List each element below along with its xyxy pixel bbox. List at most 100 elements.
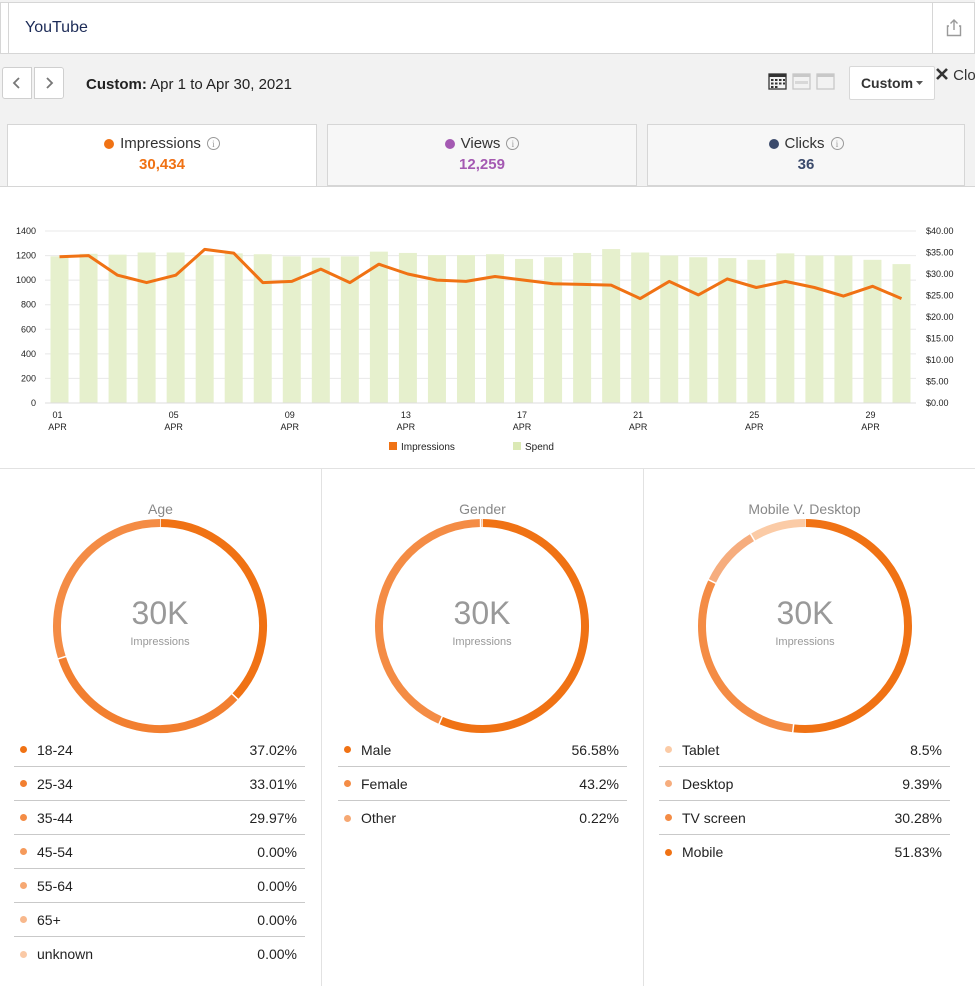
donut-segment — [159, 519, 267, 700]
clicks-label: Clicks — [784, 135, 825, 152]
legend-dot — [20, 746, 27, 753]
date-range-text: Custom: Apr 1 to Apr 30, 2021 — [86, 76, 292, 93]
donut-segment — [698, 579, 794, 733]
x-axis-tick-day: 09 — [285, 410, 295, 420]
legend-value: 0.22% — [579, 810, 619, 826]
x-axis-tick-month: APR — [397, 422, 416, 432]
donut-separator — [437, 715, 444, 726]
legend-value: 51.83% — [894, 844, 942, 860]
impressions-dot — [104, 138, 115, 149]
spend-bar — [602, 249, 621, 403]
right-axis-tick: $15.00 — [926, 334, 954, 344]
left-axis-tick: 1200 — [16, 251, 36, 261]
custom-range-dropdown[interactable]: Custom — [849, 66, 935, 100]
left-axis-tick: 800 — [21, 300, 36, 310]
x-axis-tick-month: APR — [861, 422, 880, 432]
legend-label: unknown — [37, 946, 94, 962]
spend-bar — [631, 252, 650, 403]
week-calendar-icon[interactable] — [792, 72, 811, 95]
legend-label: Tablet — [682, 741, 720, 758]
spend-bar — [486, 254, 505, 403]
calendar-view-toggles — [768, 72, 835, 95]
tab-views[interactable]: Views i 12,259 — [327, 124, 637, 186]
right-axis-tick: $30.00 — [926, 269, 954, 279]
legend-label: Mobile — [682, 844, 724, 860]
device-legend: Tablet 8.5% Desktop 9.39% TV screen 30.28% Mob… — [659, 733, 950, 869]
legend-row: Female 43.2% — [338, 767, 627, 801]
right-axis-tick: $20.00 — [926, 312, 954, 322]
legend-label: 25-34 — [37, 775, 73, 792]
spend-bar — [166, 252, 185, 403]
spend-bar — [340, 256, 359, 403]
right-axis-tick: $0.00 — [926, 398, 949, 408]
legend-dot — [344, 746, 351, 753]
spend-bar — [427, 255, 446, 403]
title-bar-divider — [8, 3, 9, 53]
donut-separator — [749, 532, 756, 543]
spend-bar — [776, 253, 795, 403]
chart-panel: 0 200 400 600 800 1000 1200 1400 $0.00 $5.00 $10.0… — [0, 186, 975, 468]
right-axis-tick: $40.00 — [926, 226, 954, 236]
impressions-spend-chart: 0 200 400 600 800 1000 1200 1400 $0.00 $5.00 $10.0… — [16, 226, 954, 453]
spend-bar — [195, 255, 214, 403]
legend-label: Other — [361, 810, 397, 826]
x-axis-tick-day: 13 — [401, 410, 411, 420]
legend-value: 37.02% — [249, 741, 297, 758]
impressions-line — [59, 247, 903, 301]
left-axis-tick: 0 — [31, 398, 36, 408]
x-axis-tick-month: APR — [281, 422, 300, 432]
legend-row: TV screen 30.28% — [659, 801, 950, 835]
tab-clicks[interactable]: Clicks i 36 — [647, 124, 965, 186]
spend-bar — [137, 252, 156, 403]
device-donut-chart — [698, 518, 912, 734]
device-panel: Mobile V. Desktop 30K Impressions Tablet 8… — [643, 469, 975, 986]
x-axis-tick-month: APR — [629, 422, 648, 432]
spend-bar — [863, 259, 882, 403]
legend-row: unknown 0.00% — [14, 937, 305, 971]
x-axis-tick-day: 25 — [749, 410, 759, 420]
legend-value: 30.28% — [894, 809, 942, 826]
date-range-prefix: Custom: — [86, 76, 147, 93]
info-icon[interactable]: i — [506, 137, 520, 150]
date-bar: Custom: Apr 1 to Apr 30, 2021 Custom Clo — [0, 54, 975, 114]
impressions-label: Impressions — [120, 135, 201, 152]
info-icon[interactable]: i — [830, 137, 844, 150]
legend-label: Spend — [525, 442, 554, 453]
legend-dot — [20, 814, 27, 821]
previous-period-button[interactable] — [2, 67, 32, 99]
spend-bar — [718, 258, 737, 403]
x-axis-tick-day: 01 — [53, 410, 63, 420]
chevron-right-icon — [46, 77, 54, 89]
legend-dot — [344, 780, 351, 787]
left-axis-tick: 1000 — [16, 275, 36, 285]
custom-range-label: Custom — [860, 75, 914, 91]
tab-impressions[interactable]: Impressions i 30,434 — [7, 124, 317, 186]
share-icon — [946, 19, 961, 37]
x-axis-tick-month: APR — [513, 422, 532, 432]
spend-bar — [50, 256, 69, 403]
left-axis-tick: 1400 — [16, 226, 36, 236]
legend-row: 18-24 37.02% — [14, 733, 305, 767]
left-axis-tick: 400 — [21, 349, 36, 359]
right-axis-tick: $10.00 — [926, 355, 954, 365]
donut-separator — [707, 578, 717, 585]
info-icon[interactable]: i — [206, 137, 220, 150]
spend-bar — [892, 264, 911, 403]
age-legend: 18-24 37.02% 25-34 33.01% 35-44 29.97% 45-54 0.… — [14, 733, 305, 971]
legend-label: 55-64 — [37, 877, 73, 894]
legend-value: 29.97% — [249, 809, 297, 826]
next-period-button[interactable] — [34, 67, 64, 99]
close-label: Clo — [953, 67, 975, 84]
donut-separator — [230, 692, 240, 701]
day-calendar-icon[interactable] — [816, 72, 835, 95]
share-button[interactable] — [932, 3, 974, 53]
legend-dot — [665, 848, 672, 856]
donut-segment — [750, 519, 806, 541]
month-calendar-icon[interactable] — [768, 72, 787, 95]
spend-bar — [369, 251, 388, 403]
spend-bar — [689, 257, 708, 403]
legend-value: 0.00% — [257, 946, 297, 962]
spend-bar — [311, 257, 330, 403]
close-button[interactable]: Clo — [935, 67, 975, 84]
spend-bar — [660, 255, 679, 403]
